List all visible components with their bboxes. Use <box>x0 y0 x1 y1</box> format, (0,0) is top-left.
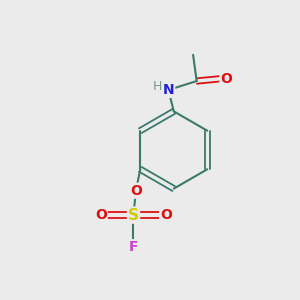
Text: F: F <box>129 240 138 254</box>
Text: O: O <box>220 72 232 86</box>
Text: O: O <box>130 184 142 198</box>
Text: O: O <box>160 208 172 222</box>
Text: N: N <box>163 83 174 97</box>
Text: O: O <box>95 208 107 222</box>
Text: S: S <box>128 208 139 223</box>
Text: H: H <box>152 80 162 93</box>
